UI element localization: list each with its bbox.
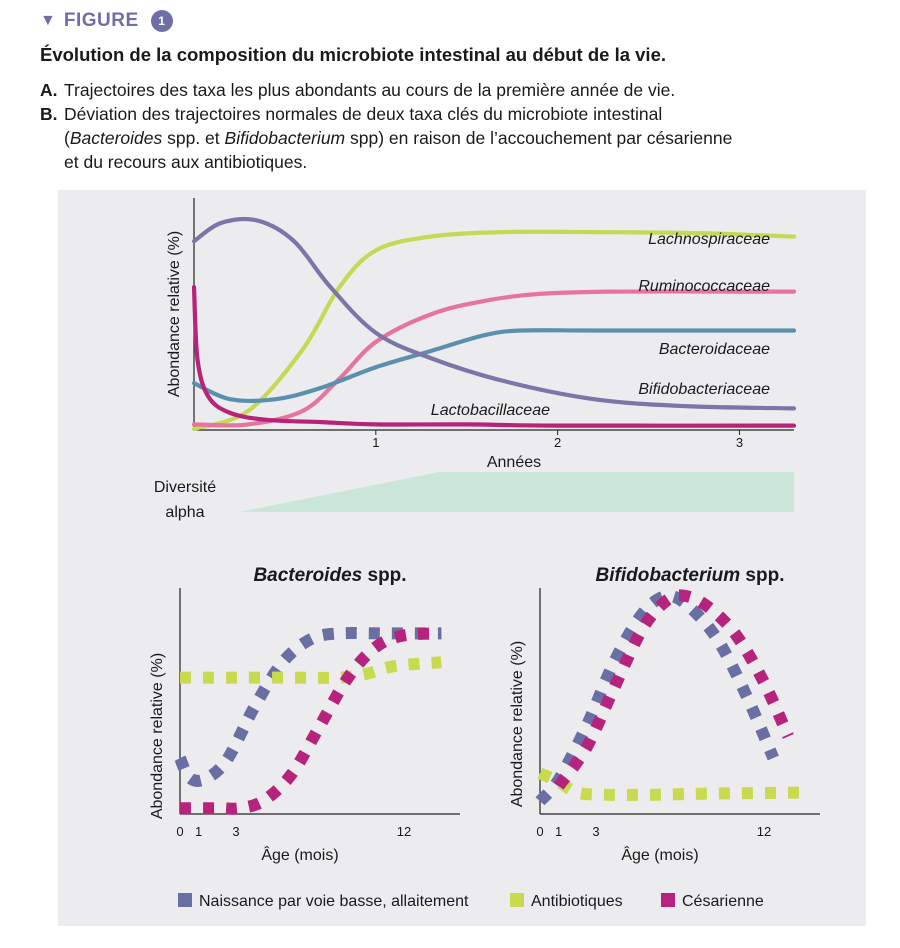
chart-b2-title-rest: spp. — [740, 565, 784, 586]
caption-item-b-line2: (Bacteroides spp. et Bifidobacterium spp… — [40, 126, 860, 150]
chart-b2-x-tick-label: 1 — [555, 824, 562, 839]
chart-b1-title-italic: Bacteroides — [253, 565, 362, 586]
caption-text: et du recours aux antibiotiques. — [64, 152, 308, 172]
chart-a-series-lachnospiraceae — [191, 229, 797, 432]
chart-a-x-tick-label: 1 — [372, 435, 379, 450]
chart-a-series-label: Ruminococcaceae — [638, 278, 770, 295]
caption-fragment: ( — [64, 128, 70, 148]
legend-label: Naissance par voie basse, allaitement — [199, 893, 469, 910]
chart-b2-title: Bifidobacterium spp. — [596, 565, 785, 586]
caption-item-a: A. Trajectoires des taxa les plus abonda… — [40, 78, 860, 102]
caption-fragment: spp) en raison de l’accouchement par cés… — [345, 128, 733, 148]
chart-b1-x-tick-label: 0 — [176, 824, 183, 839]
caption-fragment: spp. et — [162, 128, 225, 148]
caption-text: Trajectoires des taxa les plus abondants… — [64, 80, 676, 100]
collapse-triangle-icon[interactable]: ▼ — [40, 12, 56, 29]
caption-text: (Bacteroides spp. et Bifidobacterium spp… — [64, 126, 732, 150]
figure-title: Évolution de la composition du microbiot… — [40, 44, 666, 65]
figure-number-badge: 1 — [150, 10, 173, 32]
chart-b1-y-label: Abondance relative (%) — [149, 653, 166, 819]
chart-b2-x-tick-label: 3 — [592, 824, 599, 839]
figure-caption: A. Trajectoires des taxa les plus abonda… — [40, 78, 860, 174]
caption-fragment: Bacteroides — [69, 128, 163, 148]
chart-a-series-label: Bacteroidaceae — [659, 341, 770, 358]
chart-a-series-label: Lactobacillaceae — [431, 402, 550, 419]
chart-a-series-lactobacillaceae — [191, 284, 797, 428]
caption-text: Déviation des trajectoires normales de d… — [64, 104, 663, 124]
legend-label: Césarienne — [682, 893, 764, 910]
caption-fragment: Bifidobacterium — [224, 128, 346, 148]
diversity-label-line1: Diversité — [154, 479, 216, 496]
chart-b1-x-tick-label: 3 — [232, 824, 239, 839]
legend-swatch — [510, 893, 524, 907]
chart-b2-series — [535, 589, 779, 806]
figure-panel: A123AnnéesAbondance relative (%)Lachnosp… — [58, 190, 866, 926]
chart-b2-x-label: Âge (mois) — [621, 845, 698, 864]
chart-a-series-label: Lachnospiraceae — [648, 231, 770, 248]
caption-label: B. — [40, 104, 58, 124]
caption-item-b-line3: et du recours aux antibiotiques. — [40, 150, 860, 174]
chart-b1-title-rest: spp. — [362, 565, 406, 586]
chart-b1-x-tick-label: 1 — [195, 824, 202, 839]
chart-b2-series — [537, 767, 802, 801]
chart-a-y-label: Abondance relative (%) — [166, 231, 183, 397]
chart-a-x-label: Années — [487, 454, 541, 471]
diversity-label-line2: alpha — [165, 504, 204, 521]
chart-a-series-bacteroidaceae — [191, 328, 797, 404]
chart-b1-series — [180, 656, 442, 684]
diversity-ramp — [239, 472, 795, 512]
legend-label: Antibiotiques — [531, 893, 623, 910]
legend-swatch — [178, 893, 192, 907]
legend-item: Naissance par voie basse, allaitement — [178, 893, 469, 910]
chart-a-series-ruminococcaceae — [191, 289, 797, 428]
chart-a-x-tick-label: 3 — [736, 435, 743, 450]
figure-header: ▼ FIGURE 1 — [40, 10, 173, 32]
legend-item: Césarienne — [661, 893, 764, 910]
chart-b1-title: Bacteroides spp. — [253, 565, 406, 586]
chart-a-series-label: Bifidobacteriaceae — [638, 381, 770, 398]
chart-b2-y-label: Abondance relative (%) — [509, 641, 526, 807]
chart-b1-x-label: Âge (mois) — [261, 845, 338, 864]
chart-b2-series — [553, 589, 794, 790]
legend-item: Antibiotiques — [510, 893, 623, 910]
chart-b2-title-italic: Bifidobacterium — [596, 565, 741, 586]
chart-b2-x-tick-label: 0 — [536, 824, 543, 839]
chart-b1-series — [180, 627, 442, 815]
caption-item-b: B. Déviation des trajectoires normales d… — [40, 102, 860, 126]
chart-legend: Naissance par voie basse, allaitement Ant… — [178, 893, 764, 910]
caption-label: A. — [40, 80, 58, 100]
figure-chart: A123AnnéesAbondance relative (%)Lachnosp… — [149, 198, 820, 910]
chart-a-x-tick-label: 2 — [554, 435, 561, 450]
chart-a-series-bifidobacteriaceae — [191, 217, 797, 411]
figure-label: FIGURE — [63, 10, 139, 31]
chart-b1-series — [174, 627, 442, 787]
legend-swatch — [661, 893, 675, 907]
chart-b1-x-tick-label: 12 — [397, 824, 411, 839]
chart-b2-x-tick-label: 12 — [757, 824, 771, 839]
